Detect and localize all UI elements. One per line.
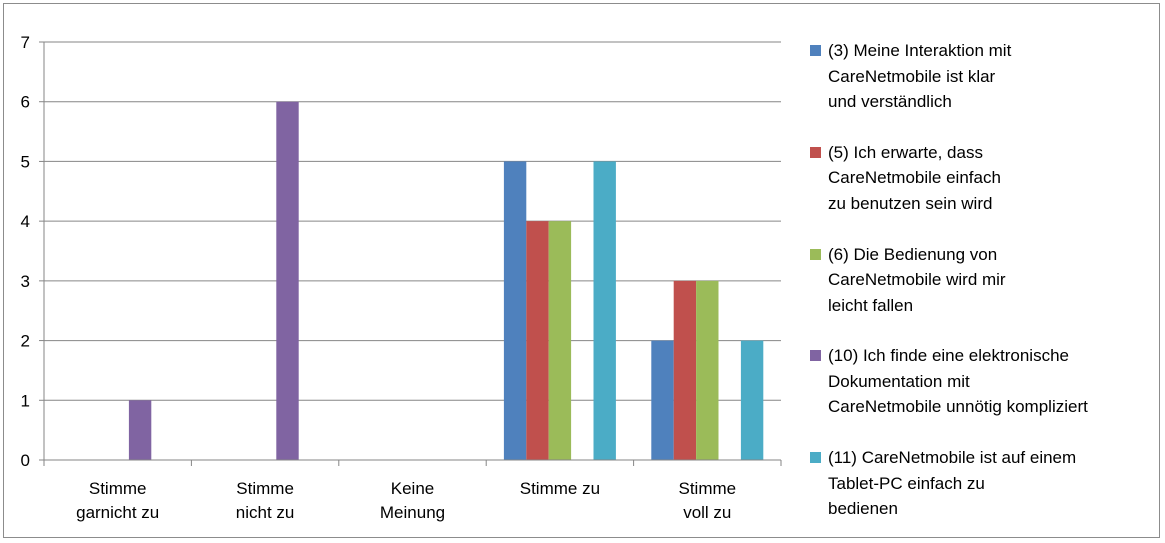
x-tick-label: Stimme garnicht zu [76, 479, 159, 522]
gridlines [44, 41, 781, 401]
x-tick-labels: Stimme garnicht zu Stimme nicht zu Keine Mein… [76, 479, 736, 522]
chart-frame: 0 1 2 3 4 5 6 7 Stimme garnicht zu Stimme nicht zu… [3, 3, 1160, 538]
bar [740, 340, 764, 460]
bar [526, 221, 549, 460]
bar-chart: 0 1 2 3 4 5 6 7 Stimme garnicht zu Stimme nicht zu… [21, 33, 782, 522]
legend-label: (11) CareNetmobile ist auf einem Tablet-… [828, 448, 1077, 519]
bar [128, 400, 152, 460]
y-tick-label: 2 [21, 332, 30, 351]
y-tick-label: 4 [21, 212, 30, 231]
legend-label: (10) Ich finde eine elektronische Dokume… [828, 346, 1088, 417]
y-tick-label: 1 [21, 391, 30, 410]
legend-item: (3) Meine Interaktion mit CareNetmobile … [810, 38, 1155, 118]
bar [673, 280, 697, 460]
bar [548, 221, 572, 460]
legend-swatch [810, 452, 821, 464]
legend-swatch [810, 248, 821, 260]
legend-swatch [810, 350, 821, 362]
y-tick-label: 0 [21, 451, 30, 470]
bar [651, 340, 674, 460]
y-tick-labels: 0 1 2 3 4 5 6 7 [21, 33, 30, 470]
legend-item: (5) Ich erwarte, dass CareNetmobile einf… [810, 140, 1155, 220]
bar [503, 161, 527, 460]
bar [696, 280, 719, 460]
x-tick-label: Stimme nicht zu [236, 479, 295, 522]
bar [593, 161, 616, 460]
y-tick-label: 5 [21, 152, 30, 171]
legend-label: (5) Ich erwarte, dass CareNetmobile einf… [828, 142, 1001, 213]
legend-swatch [810, 146, 821, 158]
x-tick-label: Stimme voll zu [678, 479, 736, 522]
bars [128, 101, 764, 460]
legend-swatch [810, 45, 821, 56]
y-tick-label: 3 [21, 272, 30, 291]
legend-item: (11) CareNetmobile ist auf einem Tablet-… [810, 445, 1155, 525]
y-tick-label: 6 [21, 93, 30, 112]
legend-label: (3) Meine Interaktion mit CareNetmobile … [828, 41, 1012, 111]
legend-item: (10) Ich finde eine elektronische Dokume… [810, 343, 1155, 423]
legend-item: (6) Die Bedienung von CareNetmobile wird… [810, 242, 1155, 322]
x-tick-label: Keine Meinung [380, 479, 445, 522]
bar [276, 101, 299, 460]
x-tick-label: Stimme zu [520, 479, 600, 498]
legend-label: (6) Die Bedienung von CareNetmobile wird… [828, 244, 1006, 315]
axes [39, 41, 782, 466]
y-tick-label: 7 [21, 33, 30, 52]
